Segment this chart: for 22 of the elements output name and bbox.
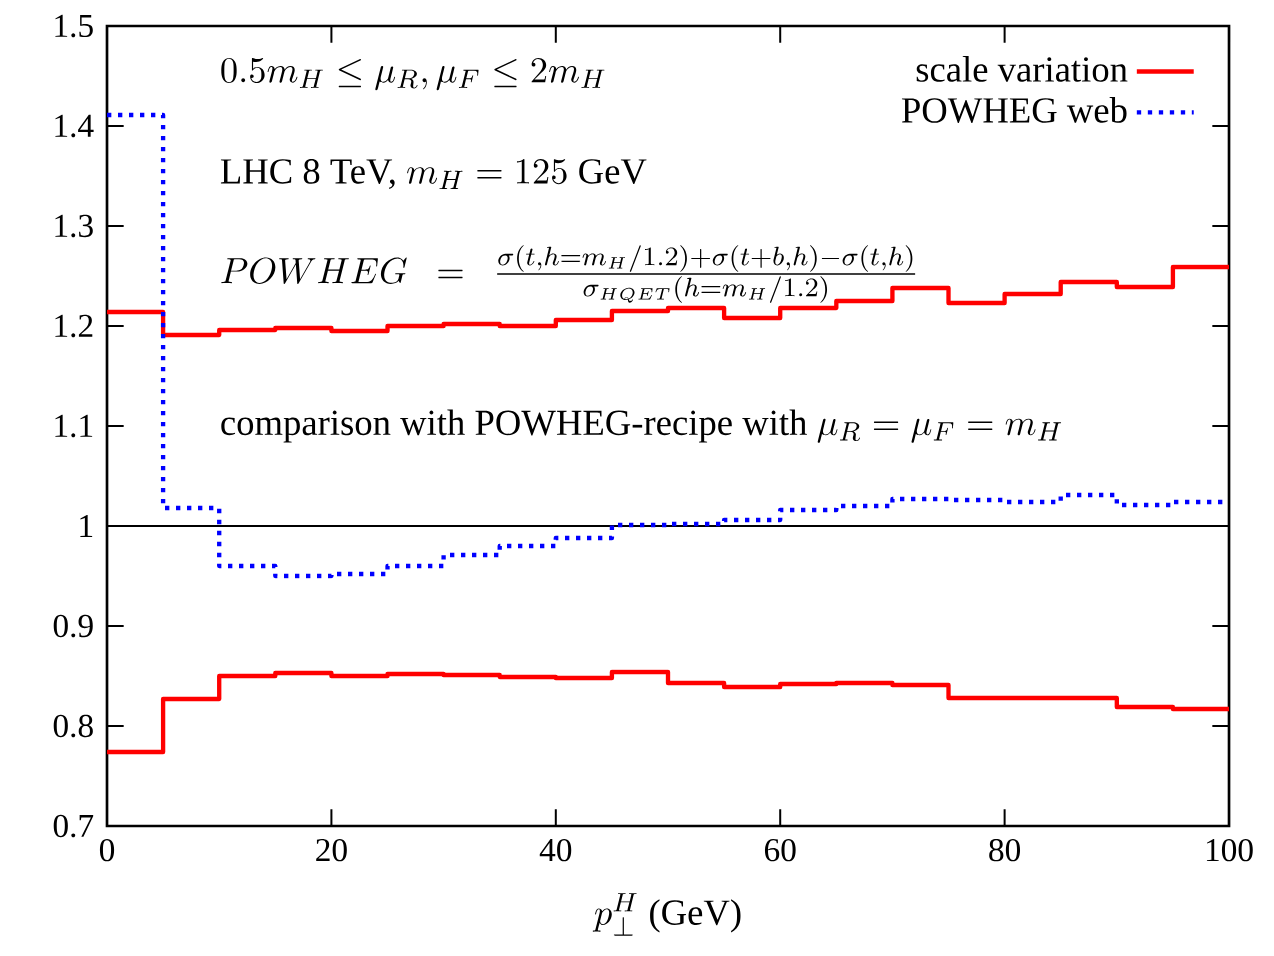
y-tick-label: 0.8 [53,714,93,738]
x-tick-label: 80 [989,838,1021,862]
annotation: $\text{LHC 8 TeV, } m_H = 125\text{ GeV}$ [220,159,647,190]
x-tick-label: 60 [764,838,796,862]
legend-label: scale variation [916,56,1128,82]
x-tick-label: 100 [1206,838,1253,862]
y-tick-label: 1 [80,515,93,538]
y-tick-label: 1.4 [55,114,94,138]
y-tick-label: 0.9 [53,614,93,638]
y-tick-label: 1.2 [55,314,93,338]
annotation: $POWHEG\ \ =\ \ \frac{\sigma(t,h{=}m_H/1.2)+\sigma(t{+}b,h)-\sigma(t,h)}{\sigma_{HQET}(h{=}m_H/1.2)}$ [221,245,916,303]
y-tick-label: 1.3 [55,214,93,238]
y-tick-label: 1.5 [55,14,93,38]
legend-label: POWHEG web [901,97,1127,123]
annotation: $0.5m_H \le \mu_R, \mu_F \le 2m_H$ [221,57,605,91]
x-tick-label: 40 [539,838,572,862]
x-tick-label: 0 [99,838,115,862]
x-tick-label: 20 [316,838,347,862]
y-tick-label: 1.1 [55,414,93,438]
annotation: $\text{comparison with POWHEG-recipe with } \mu_R = \mu_F = m_H$ [221,409,1062,443]
y-tick-label: 0.7 [53,814,94,838]
x-axis-title: $p_\perp^H\ \text{(GeV)}$ [592,893,741,936]
